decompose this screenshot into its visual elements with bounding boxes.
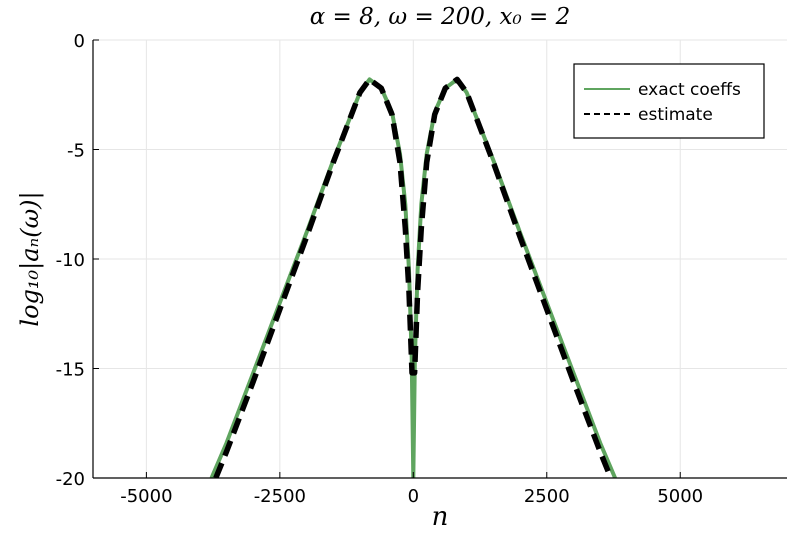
ticks: -5000 -2500 0 2500 5000 0 -5 -10 -15 -20 [56, 31, 704, 507]
legend-box [573, 63, 765, 139]
series-group [209, 76, 617, 478]
x-tick-label: -2500 [254, 486, 306, 507]
x-tick-label: 0 [408, 486, 419, 507]
y-tick-label: 0 [74, 31, 85, 52]
x-tick-label: 5000 [657, 486, 703, 507]
legend-label-exact: exact coeffs [638, 80, 741, 100]
y-axis-label: log₁₀|aₙ(ω)| [16, 191, 45, 326]
chart-title: α = 8, ω = 200, x₀ = 2 [310, 4, 571, 30]
legend-label-estimate: estimate [638, 105, 713, 125]
x-tick-label: 2500 [524, 486, 570, 507]
series-estimate-line [213, 76, 614, 478]
y-tick-label: -15 [56, 360, 85, 381]
x-axis-label: n [432, 502, 449, 532]
y-tick-label: -20 [56, 469, 85, 490]
y-tick-label: -5 [67, 141, 85, 162]
x-tick-label: -5000 [120, 486, 172, 507]
y-tick-label: -10 [56, 250, 85, 271]
legend: exact coeffs estimate [573, 63, 765, 139]
